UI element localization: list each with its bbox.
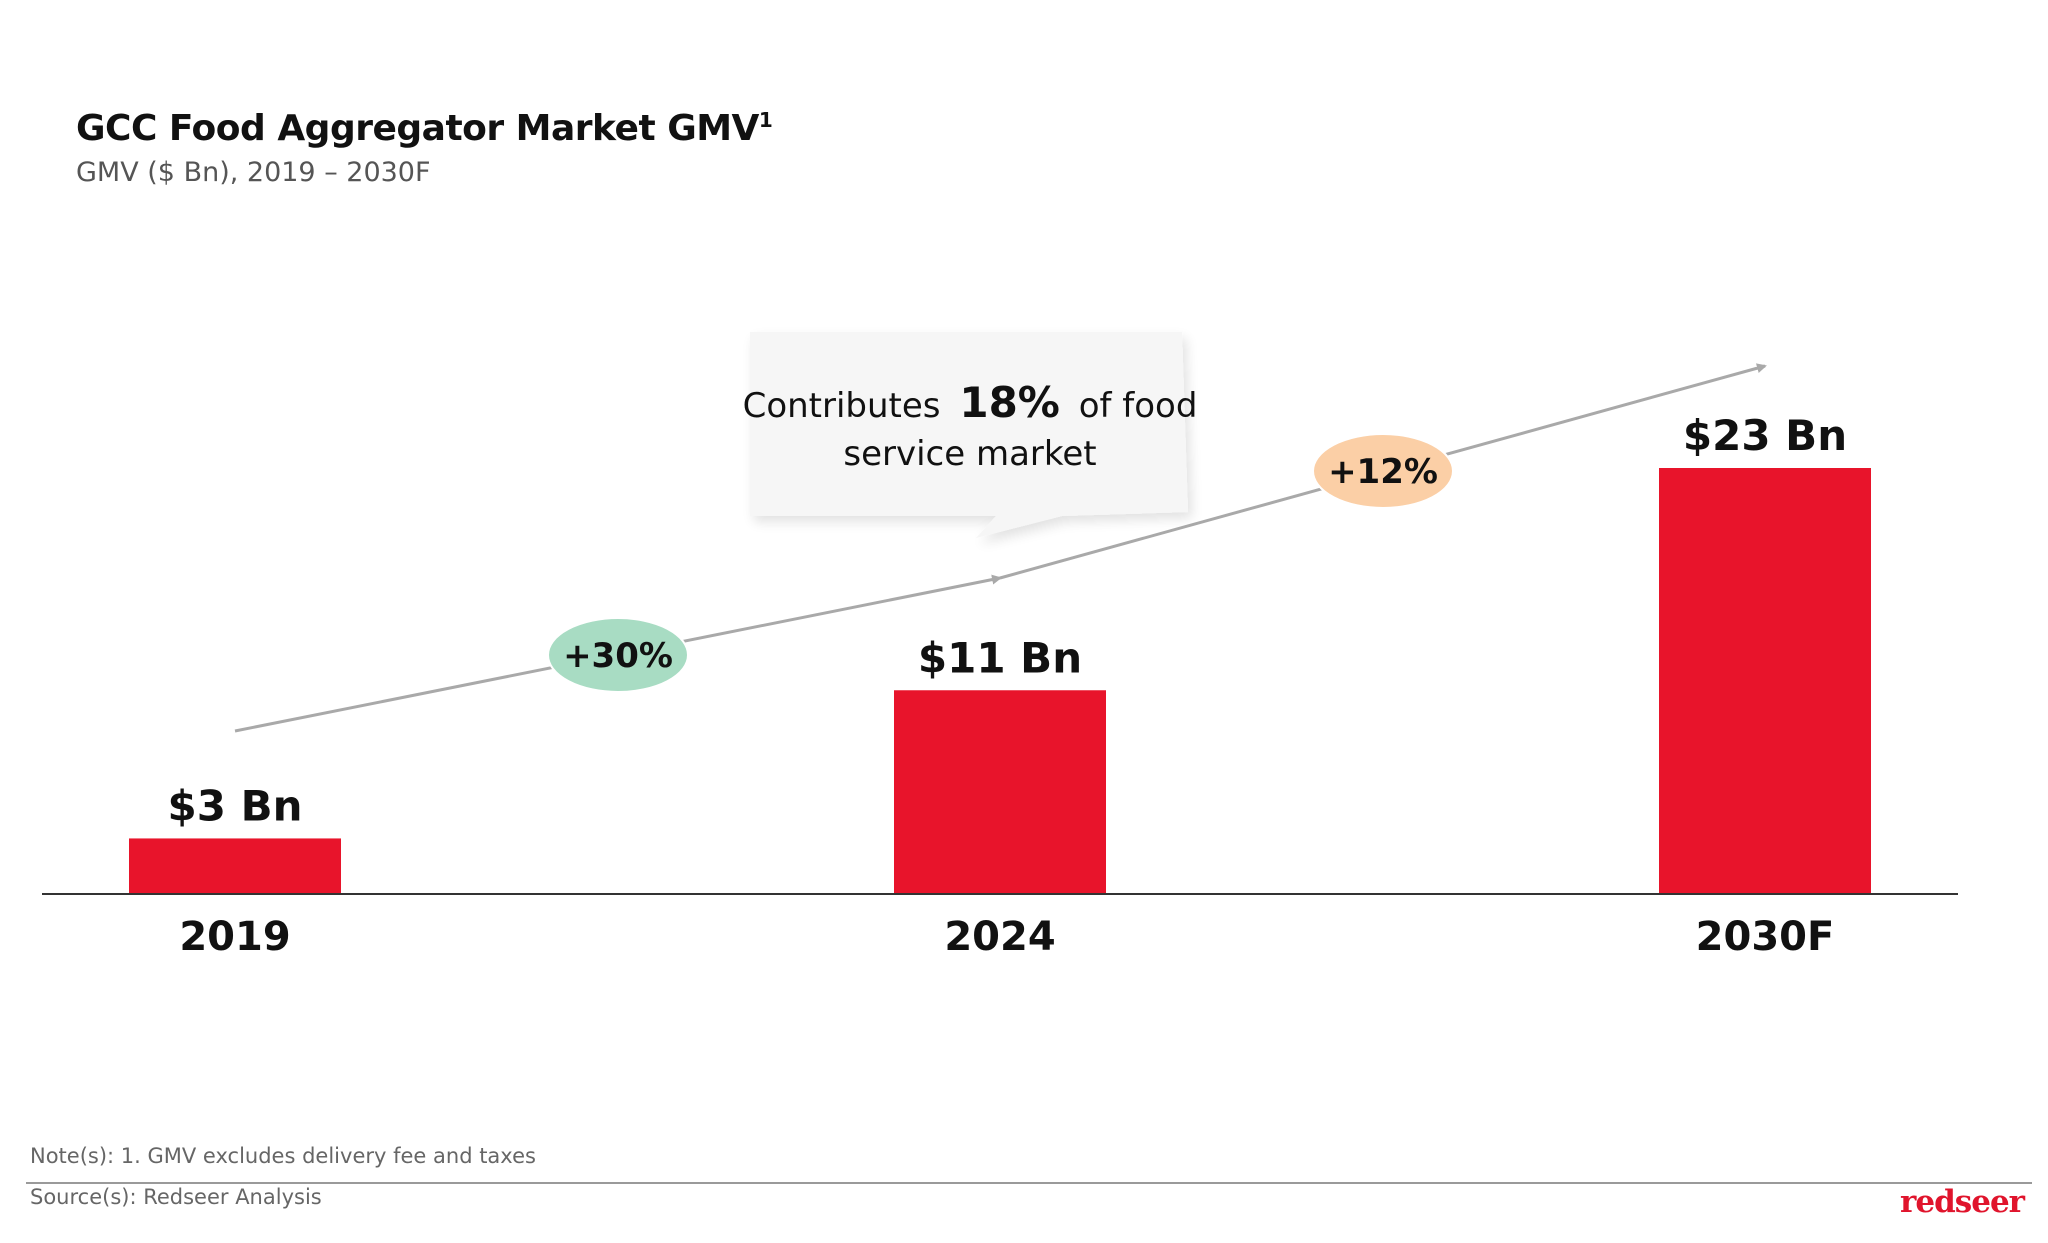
data-label-2024: $11 Bn [918,633,1082,682]
bars-layer [129,468,1871,894]
footnote: Note(s): 1. GMV excludes delivery fee an… [30,1144,536,1168]
callout-line-2: service market [843,434,1096,474]
callout-bubble [750,332,1188,538]
chart-title: GCC Food Aggregator Market GMV1 [76,108,773,149]
data-label-2030f: $23 Bn [1683,411,1847,460]
title-footnote-marker: 1 [758,108,773,132]
callout-prefix: Contributes [743,386,941,426]
footer-divider [26,1182,2032,1184]
x-tick-2019: 2019 [179,914,290,960]
source-note: Source(s): Redseer Analysis [30,1185,322,1209]
cagr-label-2: +12% [1328,452,1438,492]
x-tick-2030f: 2030F [1696,914,1835,960]
chart-subtitle: GMV ($ Bn), 2019 – 2030F [76,157,431,188]
bar-2030f [1659,468,1871,894]
cagr-label-1: +30% [563,636,673,676]
callout-line-1: Contributes 18% of food [743,378,1198,427]
bar-2019 [129,838,341,894]
data-label-2019: $3 Bn [168,781,303,830]
cagr-pill-1 [547,617,689,693]
market-share-callout [750,332,1188,538]
callout-highlight: 18% [959,378,1060,427]
x-tick-2024: 2024 [944,914,1055,960]
redseer-logo: redseer [1900,1184,2025,1220]
callout-suffix: of food [1079,386,1198,426]
bar-2024 [894,690,1106,894]
trend-layer: +30% +12% [234,363,1767,733]
cagr-pill-2 [1312,433,1454,509]
